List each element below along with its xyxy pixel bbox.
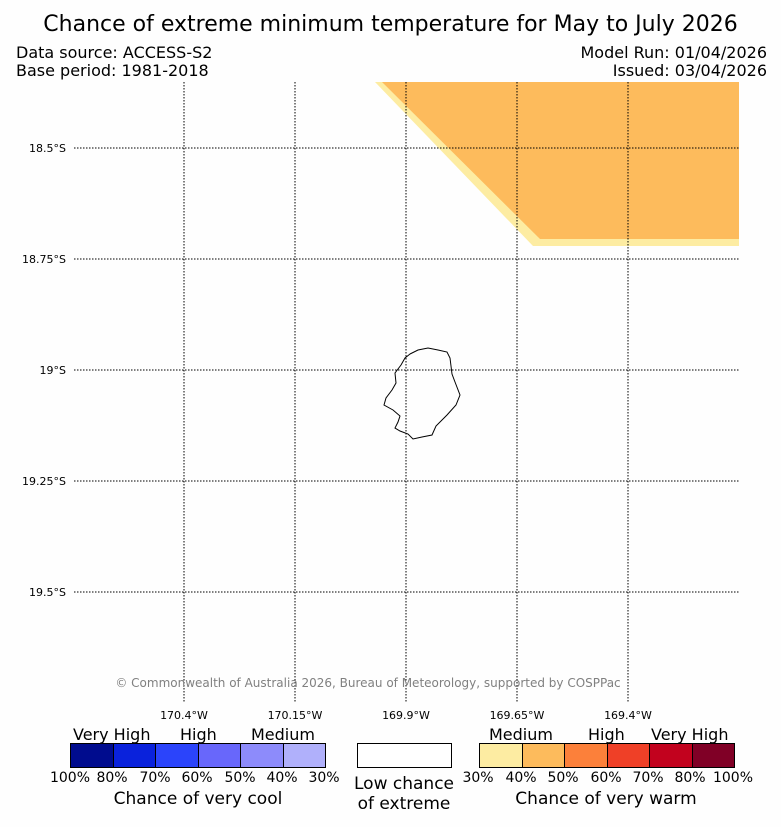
lat-label-1: 18.5°S [29, 142, 66, 155]
warm-tick-4: 60% [590, 770, 622, 786]
warm-colorbar [479, 743, 735, 768]
cool-swatch-2 [112, 744, 155, 767]
warm-swatch-6 [691, 744, 734, 767]
warm-swatch-4 [606, 744, 649, 767]
warm-category-medium: Medium [489, 725, 553, 744]
warm-category-very-high: Very High [651, 725, 729, 744]
warm-swatch-3 [564, 744, 607, 767]
graticule [74, 82, 739, 703]
cool-category-high: High [180, 725, 217, 744]
issued-date: Issued: 03/04/2026 [612, 61, 767, 80]
island-coastline [383, 347, 461, 440]
warm-swatch-2 [521, 744, 564, 767]
cool-category-very-high: Very High [73, 725, 151, 744]
data-source: Data source: ACCESS-S2 [16, 43, 213, 62]
lon-label-4: 169.65°W [489, 709, 545, 722]
warm-tick-3: 50% [547, 770, 579, 786]
cool-tick-2: 80% [96, 770, 128, 786]
cool-tick-1: 100% [49, 770, 91, 786]
neutral-swatch [357, 743, 452, 768]
warm-tick-1: 30% [462, 770, 494, 786]
lat-label-3: 19°S [39, 364, 66, 377]
warm-swatch-5 [649, 744, 692, 767]
copyright-notice: © Commonwealth of Australia 2026, Bureau… [115, 676, 621, 690]
cool-swatch-1 [71, 744, 113, 767]
warm-tick-2: 40% [505, 770, 537, 786]
lon-label-2: 170.15°W [267, 709, 323, 722]
map-title: Chance of extreme minimum temperature fo… [43, 12, 738, 37]
region-warm-40-50 [382, 82, 739, 239]
lat-label-4: 19.25°S [22, 475, 66, 488]
cool-tick-6: 40% [266, 770, 298, 786]
cool-caption: Chance of very cool [113, 789, 283, 809]
cool-swatch-4 [197, 744, 240, 767]
neutral-caption: Low chance of extreme [340, 774, 468, 814]
lon-label-1: 170.4°W [160, 709, 208, 722]
model-run: Model Run: 01/04/2026 [580, 43, 768, 62]
warm-tick-5: 70% [632, 770, 664, 786]
base-period: Base period: 1981-2018 [16, 61, 209, 80]
lat-label-2: 18.75°S [22, 253, 66, 266]
cool-tick-5: 50% [224, 770, 256, 786]
run-info: Model Run: 01/04/2026 Issued: 03/04/2026 [581, 44, 768, 80]
cool-tick-7: 30% [308, 770, 340, 786]
warm-category-high: High [588, 725, 625, 744]
lon-label-5: 169.4°W [604, 709, 652, 722]
warm-caption: Chance of very warm [515, 789, 697, 809]
warm-swatch-1 [480, 744, 522, 767]
lon-label-3: 169.9°W [382, 709, 430, 722]
neutral-caption-line2: of extreme [357, 794, 451, 814]
cool-colorbar [70, 743, 326, 768]
cool-tick-3: 70% [139, 770, 171, 786]
warm-tick-7: 100% [712, 770, 754, 786]
cool-swatch-3 [155, 744, 198, 767]
warm-tick-6: 80% [674, 770, 706, 786]
source-info: Data source: ACCESS-S2 Base period: 1981… [16, 44, 212, 80]
lat-label-5: 19.5°S [29, 586, 66, 599]
cool-swatch-5 [240, 744, 283, 767]
neutral-caption-line1: Low chance [354, 774, 454, 794]
cool-swatch-6 [282, 744, 325, 767]
cool-tick-4: 60% [181, 770, 213, 786]
cool-category-medium: Medium [251, 725, 315, 744]
